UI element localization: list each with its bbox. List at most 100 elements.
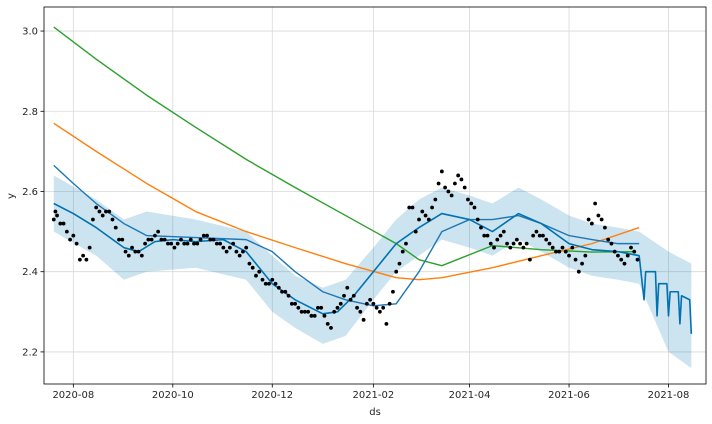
observation-point (635, 257, 640, 262)
observation-point (498, 233, 503, 238)
x-tick-label: 2021-04 (449, 390, 491, 401)
observation-point (537, 233, 542, 238)
observation-point (560, 245, 565, 250)
observation-point (254, 273, 258, 278)
observation-point (514, 237, 519, 242)
observation-point (488, 241, 493, 246)
x-tick-label: 2020-12 (251, 390, 293, 401)
observation-point (404, 241, 408, 246)
observation-point (166, 241, 170, 246)
observation-point (443, 185, 448, 190)
observation-point (273, 281, 278, 286)
observation-point (227, 245, 232, 250)
observation-point (182, 241, 187, 246)
observation-point (492, 245, 496, 250)
observation-point (531, 233, 536, 238)
observation-point (309, 313, 314, 318)
observation-point (149, 237, 154, 242)
observation-point (342, 293, 346, 298)
observation-point (541, 233, 545, 238)
observation-point (593, 201, 598, 206)
observation-point (547, 241, 552, 246)
observation-point (286, 293, 291, 298)
y-tick-label: 2.6 (22, 187, 38, 198)
observation-point (335, 305, 340, 310)
observation-point (113, 225, 118, 230)
observation-point (508, 245, 513, 250)
x-tick-label: 2020-08 (52, 390, 94, 401)
observation-point (430, 205, 434, 210)
observation-point (169, 241, 174, 246)
orange-series-line (53, 122, 640, 281)
observation-point (351, 293, 356, 298)
observation-point (446, 189, 451, 194)
observation-point (449, 193, 454, 198)
observation-point (609, 241, 614, 246)
observation-point (407, 205, 412, 210)
observation-point (364, 301, 369, 306)
observation-point (472, 205, 477, 210)
observation-point (162, 237, 167, 242)
observation-point (371, 301, 376, 306)
observation-point (377, 309, 382, 314)
observation-point (143, 241, 147, 246)
observation-point (81, 253, 86, 258)
axes-frame (43, 6, 707, 385)
observation-point (544, 237, 549, 242)
observation-point (528, 257, 532, 262)
observation-point (462, 185, 467, 190)
observation-point (234, 249, 239, 254)
observation-point (84, 257, 89, 262)
observation-point (139, 253, 144, 258)
observation-point (257, 269, 262, 274)
observation-point (583, 253, 588, 258)
observation-point (74, 241, 79, 246)
observation-point (466, 197, 470, 202)
observation-point (201, 233, 206, 238)
observation-point (616, 253, 620, 258)
observation-point (625, 253, 630, 258)
observation-point (550, 245, 555, 250)
observation-point (606, 237, 611, 242)
observation-point (192, 241, 196, 246)
observation-point (276, 285, 281, 290)
observation-point (420, 209, 425, 214)
x-tick-label: 2021-08 (648, 390, 690, 401)
observation-point (283, 289, 288, 294)
observation-point (433, 197, 438, 202)
observation-point (475, 217, 480, 222)
observation-point (123, 249, 128, 254)
observation-point (410, 205, 415, 210)
observation-point (58, 221, 63, 226)
x-tick-label: 2021-02 (352, 390, 394, 401)
observation-point (368, 297, 373, 302)
observation-point (423, 213, 428, 218)
observation-point (195, 241, 200, 246)
observation-point (51, 217, 56, 222)
y-axis-label: y (6, 193, 17, 199)
observation-point (345, 285, 350, 290)
observation-point (573, 257, 578, 262)
observation-point (632, 249, 637, 254)
observation-point (567, 253, 571, 258)
y-tick-label: 2.8 (22, 107, 38, 118)
observation-point (61, 221, 66, 226)
observation-point (299, 309, 304, 314)
observation-point (589, 221, 594, 226)
observation-point (580, 261, 584, 266)
axes-background (44, 7, 706, 384)
observation-point (319, 305, 324, 310)
observation-point (361, 317, 366, 322)
observation-point (117, 237, 121, 242)
observation-point (68, 237, 72, 242)
y-tick-label: 2.4 (22, 267, 38, 278)
observation-point (175, 241, 180, 246)
observation-point (146, 237, 151, 242)
observation-point (400, 249, 405, 254)
observation-point (459, 177, 464, 182)
observation-point (355, 305, 359, 310)
observation-point (596, 213, 601, 218)
observation-point (417, 217, 421, 222)
observation-point (511, 241, 516, 246)
observation-point (302, 309, 307, 314)
